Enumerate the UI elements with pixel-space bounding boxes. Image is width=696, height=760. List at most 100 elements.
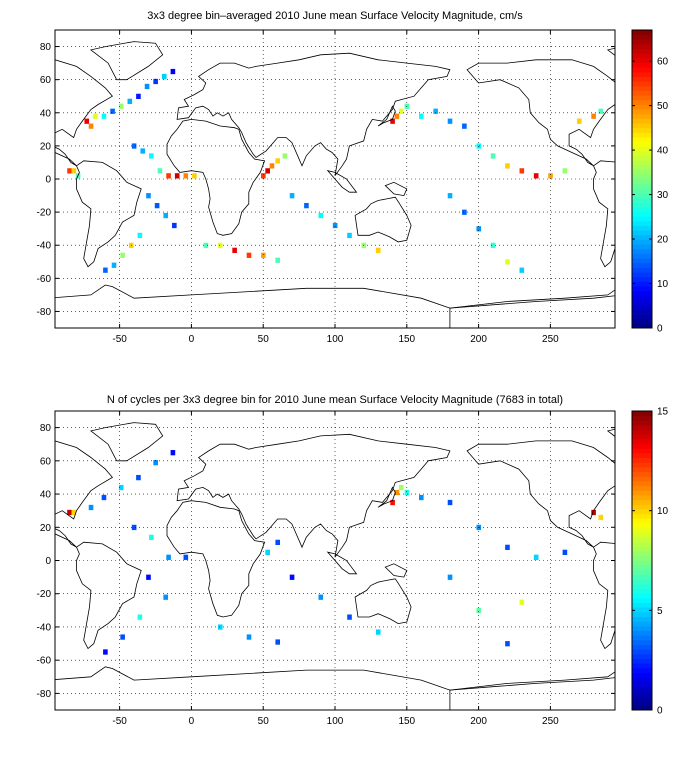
data-cell (84, 118, 90, 124)
x-tick-label: 50 (258, 334, 270, 345)
colorbar-segment (632, 546, 652, 552)
data-cell (131, 524, 137, 531)
x-tick-label: 200 (470, 334, 487, 345)
colorbar-segment (632, 630, 652, 636)
coastline (466, 440, 615, 548)
colorbar-segment (632, 644, 652, 650)
y-tick-label: 40 (40, 108, 52, 119)
colorbar-segment (632, 532, 652, 538)
colorbar-segment (632, 160, 652, 166)
colorbar-segment (632, 425, 652, 431)
x-tick-label: 0 (189, 716, 195, 727)
data-cell (390, 118, 395, 124)
colorbar-segment (632, 434, 652, 440)
colorbar-segment (632, 39, 652, 45)
colorbar-segment (632, 318, 652, 324)
colorbar-segment (632, 537, 652, 543)
data-cell (390, 499, 395, 506)
data-cell (149, 153, 154, 159)
colorbar-segment (632, 141, 652, 147)
data-cell (332, 222, 338, 229)
y-tick-label: -20 (37, 208, 52, 219)
colorbar-segment (632, 490, 652, 496)
data-cell (67, 509, 72, 516)
data-cell (282, 153, 288, 159)
y-tick-label: 0 (45, 556, 51, 567)
colorbar-tick-label: 20 (657, 235, 669, 246)
colorbar-segment (632, 99, 652, 105)
coastline (55, 284, 615, 328)
colorbar-segment (632, 625, 652, 631)
data-cell (203, 242, 209, 249)
data-cell (217, 242, 223, 249)
data-cell (375, 629, 381, 635)
colorbar-segment (632, 509, 652, 515)
colorbar-segment (632, 304, 652, 310)
colorbar-segment (632, 188, 652, 194)
colorbar-tick-label: 15 (657, 407, 669, 418)
colorbar-segment (632, 206, 652, 212)
colorbar-segment (632, 551, 652, 557)
velocity-magnitude-chart: -50 0 50 100 150 200 250 -80 -60 -40 -20 0 20 40 60 80 0… (37, 29, 669, 345)
data-cell (505, 544, 510, 551)
colorbar-segment (632, 448, 652, 454)
colorbar-segment (632, 62, 652, 68)
coastline (76, 541, 142, 650)
coastline (377, 105, 396, 127)
data-cell (166, 554, 171, 560)
data-cell (261, 252, 266, 258)
colorbar-segment (632, 523, 652, 529)
colorbar-segment (632, 230, 652, 236)
y-tick-label: 60 (40, 456, 52, 467)
data-cell (548, 173, 553, 179)
colorbar-segment (632, 443, 652, 449)
coastline (55, 59, 114, 167)
colorbar-segment (632, 639, 652, 645)
data-cell (163, 212, 169, 219)
data-cell (161, 73, 167, 80)
colorbar-segment (632, 420, 652, 426)
data-cell (275, 158, 281, 164)
data-cell (404, 489, 410, 496)
data-cell (519, 267, 525, 273)
colorbar-segment (632, 165, 652, 171)
coastline (166, 118, 266, 236)
x-tick-label: 250 (542, 334, 559, 345)
data-cell (505, 259, 510, 265)
colorbar-segment (632, 179, 652, 185)
data-cell (232, 247, 237, 253)
x-tick-label: 200 (470, 716, 487, 727)
colorbar-segment (632, 453, 652, 459)
x-tick-label: 150 (398, 334, 415, 345)
data-cell (136, 93, 141, 100)
colorbar-segment (632, 495, 652, 501)
cycle-count-chart: -50 0 50 100 150 200 250 -80 -60 -40 -20 0 20 40 60 80 0… (37, 407, 669, 728)
colorbar-tick-label: 30 (657, 190, 669, 201)
data-cell (476, 226, 482, 232)
data-cell (490, 153, 496, 159)
colorbar-segment (632, 635, 652, 641)
colorbar-tick-label: 5 (657, 606, 663, 617)
data-cell (462, 209, 467, 215)
colorbar-segment (632, 663, 652, 669)
data-cell (140, 148, 146, 154)
data-cell (88, 504, 94, 511)
colorbar-segment (632, 43, 652, 50)
data-cell (174, 173, 180, 179)
colorbar-tick-label: 40 (657, 146, 669, 157)
data-cell (289, 193, 295, 199)
colorbar-segment (632, 239, 652, 245)
data-cell (110, 108, 115, 114)
y-tick-label: -60 (37, 274, 52, 285)
colorbar-segment (632, 667, 652, 674)
colorbar-segment (632, 415, 652, 421)
colorbar-segment (632, 286, 652, 292)
colorbar-segment (632, 607, 652, 613)
data-cell (137, 232, 143, 239)
colorbar-segment (632, 686, 652, 692)
colorbar-segment (632, 95, 652, 101)
coastline (326, 551, 358, 575)
colorbar-segment (632, 569, 652, 575)
colorbar-segment (632, 57, 652, 63)
data-cell (275, 539, 281, 546)
